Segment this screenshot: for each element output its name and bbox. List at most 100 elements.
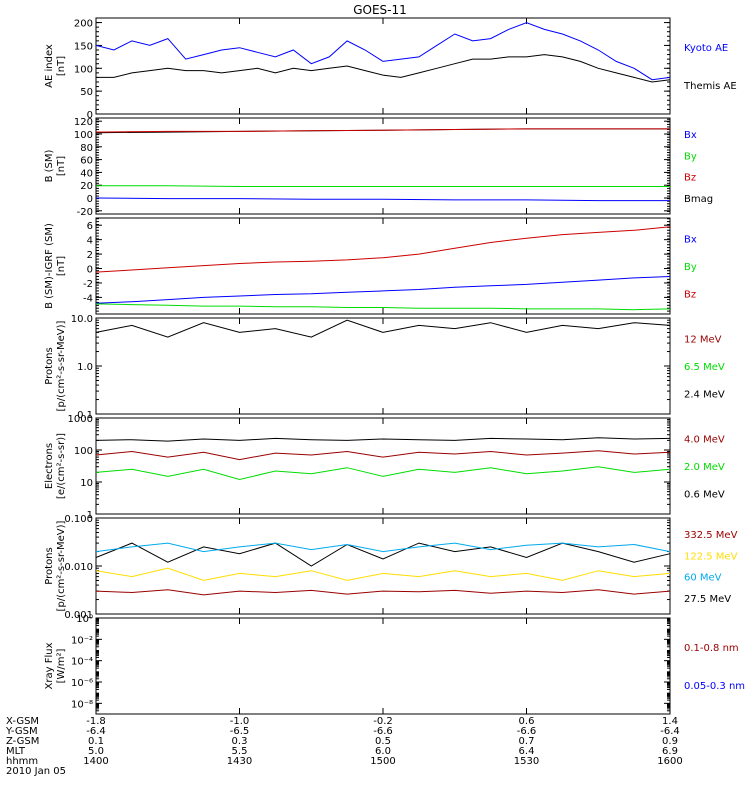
x-axis-row-label: MLT	[6, 746, 26, 757]
y-tick-label: 2	[87, 250, 93, 261]
series-line	[95, 276, 671, 304]
legend-entry: Kyoto AE	[684, 43, 728, 54]
series-line	[95, 303, 671, 311]
x-axis-row-value: 0.1	[88, 736, 104, 747]
legend-entry: 12 MeV	[684, 335, 722, 346]
x-axis-row-label: hhmm	[6, 756, 38, 767]
legend-entry: By	[684, 151, 697, 162]
y-tick-label: 120	[74, 117, 93, 128]
legend-entry: By	[684, 262, 697, 273]
y-tick-label: 80	[80, 143, 93, 154]
legend-entry: Themis AE	[683, 81, 737, 92]
series-line	[95, 542, 671, 567]
legend-entry: 2.0 MeV	[684, 462, 725, 473]
x-axis-row-value: 1.4	[662, 716, 678, 727]
x-axis-row-value: -1.8	[86, 716, 106, 727]
y-tick-label: -20	[77, 207, 93, 218]
y-tick-label: 100	[74, 130, 93, 141]
x-axis-row-label: Z-GSM	[6, 736, 39, 747]
series-line	[95, 567, 671, 581]
legend-entry: 6.5 MeV	[684, 362, 725, 373]
y-tick-label: 10⁰	[76, 614, 93, 625]
y-axis-label: B (SM)-IGRF (SM)	[44, 223, 55, 309]
y-axis-label: Protons	[44, 547, 55, 584]
x-axis-row-value: 0.5	[375, 736, 391, 747]
panel-bigrf: -4 -2 0 2 4 6 B (SM)-IGRF (SM) [nT] Bx By Bz	[44, 217, 697, 315]
y-tick-label: 10.0	[71, 314, 93, 325]
x-axis-row-value: -6.6	[517, 726, 537, 737]
x-axis-row-value: 6.0	[375, 746, 391, 757]
date-label: 2010 Jan 05	[6, 766, 66, 777]
y-tick-label: 0.010	[64, 562, 93, 573]
y-tick-label: 10⁻⁶	[71, 678, 93, 689]
y-axis-unit: [p/(cm²-s-sr-MeV)]	[56, 520, 67, 611]
y-tick-label: 0.100	[64, 514, 93, 525]
y-tick-label: 100	[74, 446, 93, 457]
y-axis-unit: [W/m²]	[56, 648, 67, 683]
y-axis-unit: [nT]	[56, 156, 67, 176]
legend-entry: Bz	[684, 289, 696, 300]
y-tick-label: 4	[87, 236, 93, 247]
legend-entry: Bz	[684, 173, 696, 184]
panel-electrons: 1 10 100 1000 Electrons [e/(cm²-s-sr)] 4.0 MeV…	[44, 414, 725, 521]
y-axis-label: Electrons	[44, 443, 55, 489]
legend-entry: 27.5 MeV	[684, 594, 731, 605]
x-axis-row-value: 1400	[83, 756, 108, 767]
y-tick-label: 0.1	[77, 410, 93, 421]
legend-entry: 2.4 MeV	[684, 389, 725, 400]
y-axis-unit: [nT]	[56, 256, 67, 276]
x-axis-row-value: -6.5	[230, 726, 250, 737]
y-tick-label: 40	[80, 168, 93, 179]
y-tick-label: 10⁻⁴	[71, 657, 93, 668]
y-tick-label: 10⁻⁸	[71, 699, 93, 710]
x-axis-row-label: X-GSM	[6, 716, 39, 727]
panel-frame	[95, 17, 671, 115]
series-line	[95, 589, 671, 596]
y-axis-label: Protons	[44, 347, 55, 384]
legend-entry: 0.6 MeV	[684, 489, 725, 500]
panel-frame	[95, 417, 671, 515]
x-axis-row-value: 0.3	[232, 736, 248, 747]
legend-entry: 4.0 MeV	[684, 435, 725, 446]
y-tick-label: 10	[80, 478, 93, 489]
y-tick-label: 60	[80, 156, 93, 167]
y-tick-label: 0.001	[64, 610, 93, 621]
y-axis-unit: [nT]	[56, 56, 67, 76]
series-line	[96, 54, 671, 83]
legend-entry: Bx	[684, 130, 697, 141]
y-tick-label: 100	[74, 64, 93, 75]
series-line	[95, 226, 671, 273]
y-tick-label: 150	[74, 41, 93, 52]
x-axis-row-value: 6.9	[662, 746, 678, 757]
series-line	[95, 466, 671, 481]
y-tick-label: 0	[87, 110, 93, 121]
x-axis-row-value: -6.6	[373, 726, 393, 737]
x-axis-row-value: -6.4	[86, 726, 106, 737]
series-line	[95, 437, 671, 442]
y-tick-label: 0	[87, 194, 93, 205]
x-axis-row-value: 0.7	[519, 736, 535, 747]
y-tick-label: -4	[83, 293, 93, 304]
x-axis-row-value: 5.5	[232, 746, 248, 757]
x-axis-row-value: 6.4	[519, 746, 535, 757]
y-axis-unit: [p/(cm²-s-sr-MeV)]	[56, 320, 67, 411]
y-tick-label: 50	[80, 87, 93, 98]
y-tick-label: 1000	[68, 414, 93, 425]
panel-frame	[95, 617, 671, 715]
x-axis-row-value: 1500	[370, 756, 395, 767]
series-line	[95, 197, 670, 202]
y-tick-label: 0	[87, 265, 93, 276]
x-axis-row-value: 0.6	[519, 716, 535, 727]
series-line	[95, 450, 671, 461]
series-line	[95, 128, 670, 133]
y-axis-label: AE index	[44, 44, 55, 88]
x-axis-row-value: -0.2	[373, 716, 393, 727]
legend-entry: Bx	[684, 235, 697, 246]
x-axis-row-label: Y-GSM	[5, 726, 38, 737]
y-axis-label: Xray Flux	[44, 642, 55, 689]
series-line	[95, 22, 671, 81]
legend-entry: 332.5 MeV	[684, 530, 738, 541]
panel-protons_lo: 0.001 0.010 0.100 Protons [p/(cm²-s-sr-MeV)]…	[44, 514, 738, 621]
panel-frame	[95, 217, 671, 315]
